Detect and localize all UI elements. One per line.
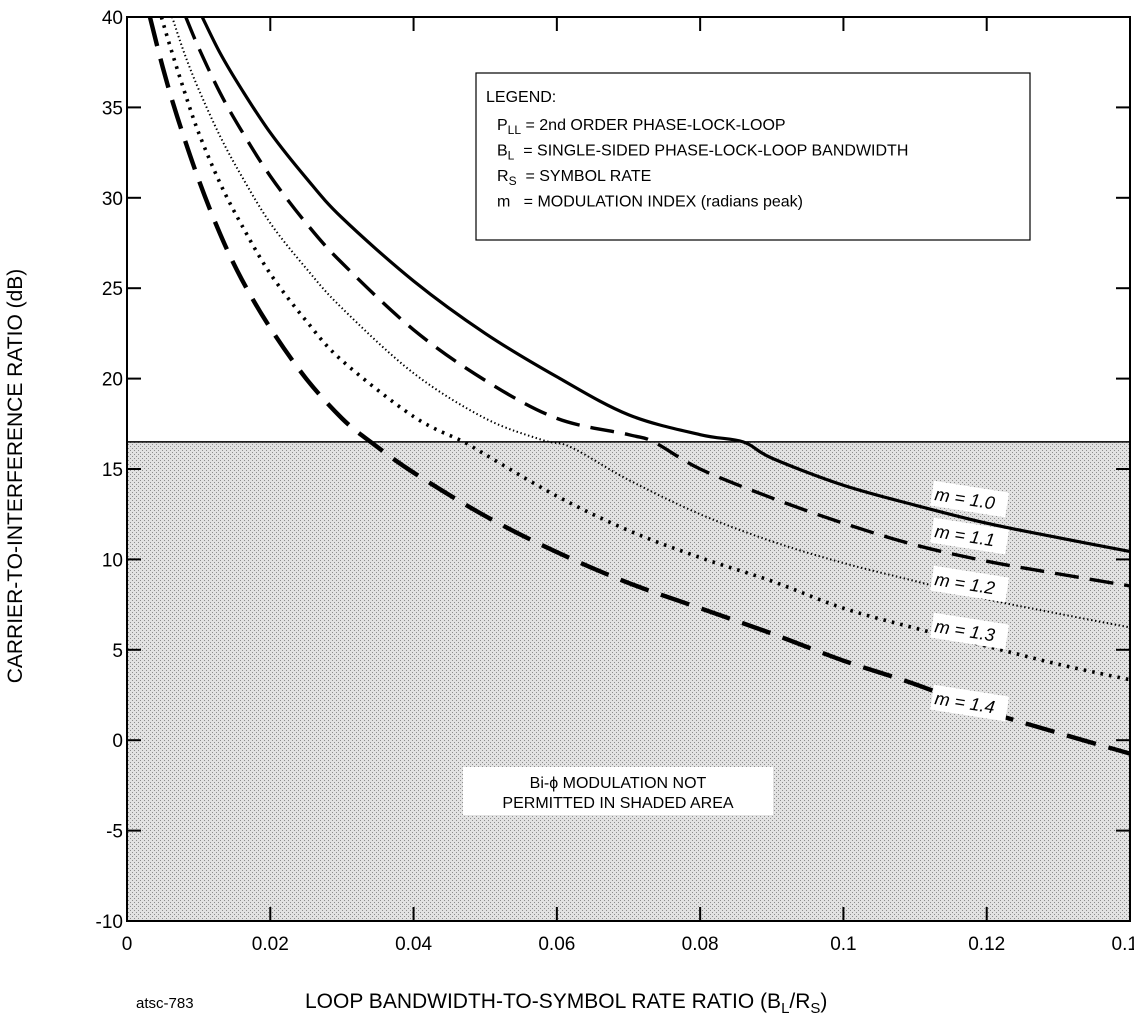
x-tick-label-2: 0.04 <box>395 934 432 955</box>
series-line-5 <box>147 17 1130 756</box>
legend-entry-text: = 2nd ORDER PHASE-LOCK-LOOP <box>521 117 786 134</box>
x-axis-title-main: LOOP BANDWIDTH-TO-SYMBOL RATE RATIO (B <box>305 990 781 1013</box>
x-tick-label-3: 0.06 <box>538 934 575 955</box>
y-tick-label-0: -10 <box>96 912 123 933</box>
x-axis-title-sub1: L <box>781 1000 789 1017</box>
legend-entry-text: = SYMBOL RATE <box>517 168 652 185</box>
x-tick-label-0: 0 <box>122 934 133 955</box>
legend-entry-symbol: R <box>497 168 509 185</box>
legend-entry-4: m = MODULATION INDEX (radians peak) <box>497 194 803 211</box>
curve-label-1: m = 1.0 <box>930 480 1010 518</box>
shaded-region-note: Bi-ϕ MODULATION NOT PERMITTED IN SHADED … <box>463 767 773 815</box>
x-tick-label-1: 0.02 <box>252 934 289 955</box>
legend-title: LEGEND: <box>486 89 556 106</box>
legend-entry-symbol: B <box>497 143 508 160</box>
y-tick-label-4: 10 <box>102 550 123 571</box>
legend-entry-symbol: m <box>497 194 510 211</box>
legend-entry-3: RS = SYMBOL RATE <box>497 168 651 188</box>
legend-entry-1: PLL = 2nd ORDER PHASE-LOCK-LOOP <box>497 117 786 137</box>
curve-label-bg-1 <box>930 480 1010 518</box>
y-tick-label-8: 30 <box>102 189 123 210</box>
legend-entry-subscript: LL <box>508 123 522 137</box>
figure-id: atsc-783 <box>136 995 194 1012</box>
curve-label-bg-5 <box>930 684 1010 722</box>
x-tick-label-6: 0.12 <box>968 934 1005 955</box>
x-tick-label-7: 0.14 <box>1112 934 1134 955</box>
legend-entry-text: = MODULATION INDEX (radians peak) <box>510 194 803 211</box>
x-axis-title-slash: /R <box>789 990 810 1013</box>
shaded-region-note-bg <box>463 767 773 815</box>
legend-box <box>475 72 1031 241</box>
x-tick-label-4: 0.08 <box>682 934 719 955</box>
shaded-region-note-line1: Bi-ϕ MODULATION NOT <box>530 775 707 792</box>
legend-entries: PLL = 2nd ORDER PHASE-LOCK-LOOP BL = SING… <box>497 117 908 211</box>
curve-label-2: m = 1.1 <box>930 517 1010 555</box>
x-tick-label-5: 0.1 <box>830 934 856 955</box>
series-layer <box>147 17 1130 756</box>
shaded-region <box>127 441 1130 921</box>
y-tick-label-6: 20 <box>102 370 123 391</box>
x-axis-title: LOOP BANDWIDTH-TO-SYMBOL RATE RATIO (BL/… <box>305 990 827 1017</box>
x-axis-title-close: ) <box>820 990 827 1013</box>
ticks-layer: -10 -5 0 5 10 15 20 25 30 35 40 0 0.02 0.04 0.06 0.08 0.… <box>96 8 1134 955</box>
x-axis-title-sub2: S <box>810 1000 820 1017</box>
shaded-region-note-line2: PERMITTED IN SHADED AREA <box>502 795 733 812</box>
legend-entry-subscript: L <box>508 149 515 163</box>
legend-entry-symbol: P <box>497 117 508 134</box>
curve-labels-layer: m = 1.0m = 1.1m = 1.2m = 1.3m = 1.4 <box>930 480 1010 722</box>
curve-label-bg-2 <box>930 517 1010 555</box>
series-line-1 <box>200 17 1130 554</box>
curve-label-3: m = 1.2 <box>930 565 1010 603</box>
legend-entry-2: BL = SINGLE-SIDED PHASE-LOCK-LOOP BANDWI… <box>497 143 908 163</box>
y-tick-label-1: -5 <box>106 822 123 843</box>
legend: LEGEND: PLL = 2nd ORDER PHASE-LOCK-LOOP B… <box>475 72 1031 241</box>
y-axis-title: CARRIER-TO-INTERFERENCE RATIO (dB) <box>4 269 27 684</box>
y-tick-label-2: 0 <box>112 731 123 752</box>
curve-label-5: m = 1.4 <box>930 684 1010 722</box>
y-tick-label-5: 15 <box>102 460 123 481</box>
y-tick-label-3: 5 <box>112 641 123 662</box>
y-tick-label-7: 25 <box>102 279 123 300</box>
series-line-2 <box>184 17 1130 588</box>
y-tick-label-10: 40 <box>102 8 123 29</box>
curve-label-bg-4 <box>930 612 1010 650</box>
legend-entry-subscript: S <box>509 174 517 188</box>
y-tick-label-9: 35 <box>102 98 123 119</box>
legend-entry-text: = SINGLE-SIDED PHASE-LOCK-LOOP BANDWIDTH <box>514 143 908 160</box>
curve-label-bg-3 <box>930 565 1010 603</box>
